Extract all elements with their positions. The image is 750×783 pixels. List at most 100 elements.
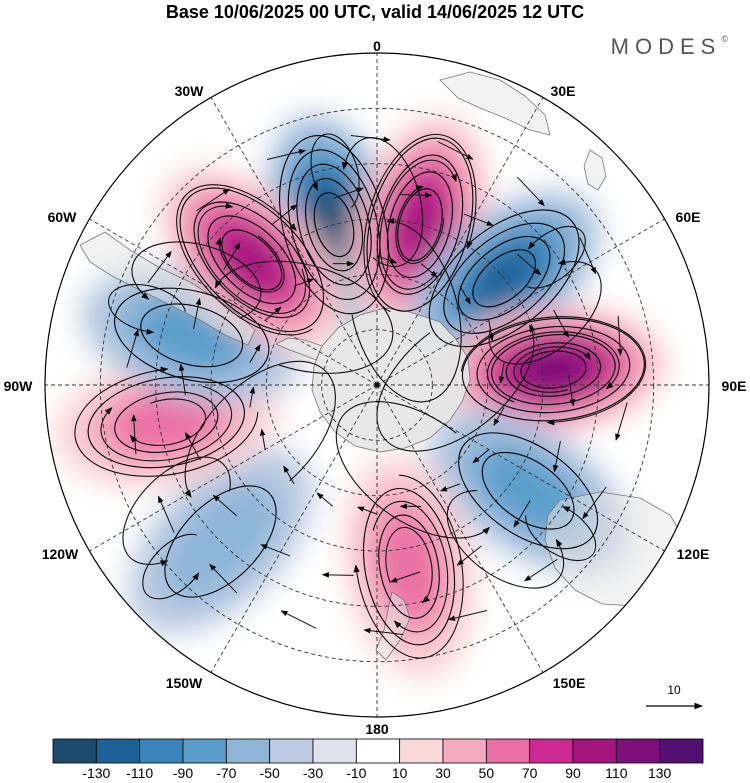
anomaly-contour (305, 177, 363, 272)
lon-label-150w: 150W (166, 675, 203, 691)
anomaly-contour (376, 154, 464, 295)
meridian-line (89, 384, 378, 552)
flow-arrow (516, 176, 545, 207)
flow-arrow (617, 315, 623, 356)
colorbar-swatch (139, 738, 184, 764)
anomaly-contour (313, 192, 355, 258)
anomaly-contour (481, 451, 575, 530)
colorbar-swatch (529, 738, 574, 764)
colorbar-tick-label: 130 (648, 765, 672, 781)
flow-arrow (259, 428, 266, 450)
streamline (197, 202, 306, 314)
lon-label-120w: 120W (42, 546, 79, 562)
anomaly-contour (114, 391, 219, 453)
colorbar-tick-label: -110 (126, 765, 153, 781)
streamline-group (100, 385, 233, 462)
flow-arrow (147, 250, 172, 284)
lon-label-60w: 60W (48, 209, 78, 225)
streamline-group (353, 474, 464, 659)
lon-label-150e: 150E (553, 675, 586, 691)
colorbar-swatch (615, 738, 661, 764)
streamline (446, 490, 565, 589)
anomaly-contour (505, 342, 602, 397)
colorbar-tick-label: 10 (392, 765, 408, 781)
streamline (74, 366, 259, 477)
colorbar-swatch (269, 738, 314, 764)
streamline-group (379, 159, 457, 290)
lon-label-180: 180 (365, 721, 389, 737)
streamline-group (525, 506, 597, 562)
streamline (363, 133, 477, 313)
colorbar-tick-label: -10 (346, 765, 366, 781)
streamline (527, 226, 586, 289)
anomaly-contour (221, 229, 283, 291)
flow-arrow (552, 440, 561, 473)
flow-arrow (456, 545, 482, 566)
colorbar-tick-label: -70 (216, 765, 236, 781)
colorbar-swatch (312, 738, 357, 764)
anomaly-contour (461, 317, 645, 422)
latitude-circle (210, 218, 544, 552)
brand-text: MODES (610, 34, 722, 59)
map-disc (45, 53, 709, 717)
streamline (488, 258, 602, 365)
colorbar-swatch (442, 738, 487, 764)
meridian-line (210, 384, 378, 673)
streamline (142, 533, 200, 600)
reference-vector: 10 (646, 683, 703, 710)
meridian-line (376, 218, 665, 386)
brand-logo: MODES© (611, 34, 728, 60)
colorbar-tick-label: 50 (479, 765, 495, 781)
colorbar-tick-label: -90 (173, 765, 193, 781)
flow-arrow (439, 483, 461, 492)
flow-arrow (376, 255, 397, 264)
streamline-group (197, 202, 306, 314)
colorbar-swatch (182, 738, 227, 764)
colorbar-tick-label: 90 (565, 765, 581, 781)
streamline-group (184, 360, 336, 498)
flow-arrow (350, 135, 391, 143)
streamline (372, 500, 449, 633)
anomaly-contour (378, 514, 440, 619)
anomaly-contour (472, 249, 536, 308)
lon-label-90w: 90W (4, 378, 34, 394)
anomaly-contour (140, 303, 244, 368)
streamline-group (487, 331, 620, 403)
anomaly-contour (207, 215, 297, 305)
lon-label-30e: 30E (551, 83, 576, 99)
lon-label-120e: 120E (677, 546, 710, 562)
colorbar-swatch (95, 738, 141, 764)
flow-arrow (223, 242, 241, 270)
lon-label-90e: 90E (722, 378, 747, 394)
meridian-line (210, 97, 378, 386)
africa-landmass (439, 71, 551, 136)
flow-arrow (498, 362, 505, 384)
streamline (351, 217, 462, 403)
streamline (214, 260, 394, 374)
madagascar-landmass (583, 149, 607, 191)
streamline (129, 398, 207, 446)
streamline-group (142, 533, 200, 600)
wind-streamlines (74, 133, 647, 659)
streamline-group (488, 258, 602, 365)
colorbar-swatch (399, 738, 444, 764)
flow-arrow (363, 627, 404, 635)
colorbar-swatch (355, 738, 401, 764)
colorbar-swatch (52, 738, 97, 764)
streamline (376, 324, 536, 452)
streamline (108, 283, 186, 335)
streamline-group (376, 324, 536, 452)
anomaly-contour (476, 325, 631, 414)
streamline-group (335, 401, 491, 539)
streamline-group (74, 366, 259, 477)
meridian-line (376, 97, 544, 386)
latitude-circle (265, 273, 489, 497)
streamline-group (446, 490, 565, 589)
flow-arrow (513, 500, 531, 528)
flow-arrow (357, 506, 378, 515)
anomaly-contour (114, 287, 270, 384)
colorbar-tick-label: 70 (522, 765, 538, 781)
anomaly-contour (428, 209, 580, 348)
flow-arrow (582, 486, 607, 520)
streamline (122, 456, 231, 567)
